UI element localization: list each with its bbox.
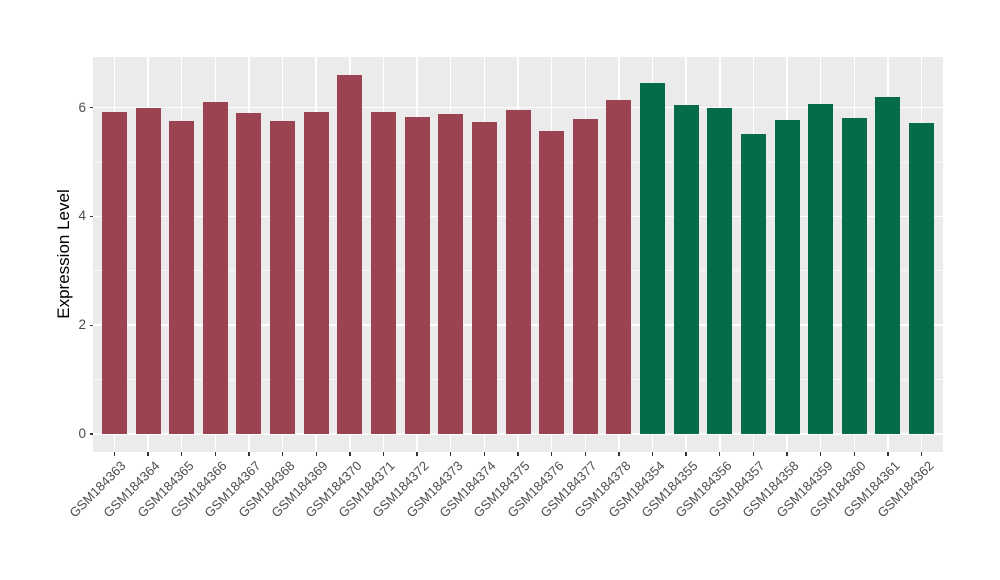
bar-GSM184367 bbox=[236, 113, 262, 435]
bar-GSM184356 bbox=[707, 107, 733, 435]
bar-GSM184364 bbox=[135, 107, 161, 435]
x-tick-mark bbox=[349, 452, 351, 456]
x-tick-mark bbox=[517, 452, 519, 456]
y-tick-label: 6 bbox=[78, 99, 86, 115]
bar-GSM184362 bbox=[909, 122, 935, 435]
y-tick-mark bbox=[90, 433, 93, 435]
bar-GSM184361 bbox=[875, 96, 901, 435]
bar-GSM184369 bbox=[303, 111, 329, 435]
plot-panel bbox=[93, 57, 943, 452]
x-tick-mark bbox=[550, 452, 553, 456]
bar-GSM184359 bbox=[808, 104, 834, 435]
bar-GSM184372 bbox=[404, 117, 430, 435]
bar-GSM184355 bbox=[673, 104, 699, 435]
bar-GSM184360 bbox=[841, 117, 867, 435]
y-tick-mark bbox=[90, 106, 93, 109]
bar-GSM184354 bbox=[640, 83, 666, 435]
bar-GSM184378 bbox=[606, 99, 632, 435]
bar-GSM184370 bbox=[337, 74, 363, 435]
bar-GSM184358 bbox=[774, 119, 800, 435]
x-tick-mark bbox=[685, 452, 687, 456]
x-tick-mark bbox=[214, 452, 216, 456]
bar-GSM184366 bbox=[202, 101, 228, 435]
x-tick-mark bbox=[382, 452, 385, 456]
y-tick-label: 4 bbox=[78, 208, 86, 224]
x-tick-mark bbox=[584, 452, 586, 456]
bar-GSM184376 bbox=[539, 130, 565, 435]
x-tick-mark bbox=[483, 452, 486, 456]
x-tick-mark bbox=[147, 452, 149, 456]
bar-GSM184357 bbox=[740, 134, 766, 435]
bar-GSM184368 bbox=[270, 120, 296, 435]
y-tick-mark bbox=[90, 215, 93, 218]
y-tick-label: 2 bbox=[78, 317, 86, 333]
bar-GSM184374 bbox=[471, 121, 497, 435]
y-tick-mark bbox=[90, 324, 93, 326]
bar-GSM184365 bbox=[169, 120, 195, 435]
x-tick-mark bbox=[651, 452, 654, 456]
x-tick-mark bbox=[719, 452, 721, 456]
x-tick-mark bbox=[853, 452, 856, 456]
y-tick-label: 0 bbox=[78, 426, 86, 442]
x-tick-mark bbox=[786, 452, 788, 456]
x-tick-mark bbox=[416, 452, 418, 456]
x-tick-mark bbox=[248, 452, 250, 456]
bar-GSM184375 bbox=[505, 110, 531, 435]
x-tick-mark bbox=[113, 452, 116, 456]
bar-GSM184363 bbox=[101, 111, 127, 435]
bar-GSM184371 bbox=[370, 112, 396, 435]
x-tick-mark bbox=[450, 452, 452, 456]
x-tick-mark bbox=[920, 452, 923, 456]
x-tick-mark bbox=[180, 452, 183, 456]
x-tick-mark bbox=[820, 452, 822, 456]
x-tick-mark bbox=[315, 452, 317, 456]
y-axis-title: Expression Level bbox=[54, 189, 73, 319]
x-tick-mark bbox=[752, 452, 755, 456]
x-tick-mark bbox=[281, 452, 284, 456]
bar-GSM184377 bbox=[572, 119, 598, 435]
bar-GSM184373 bbox=[438, 113, 464, 435]
x-tick-mark bbox=[887, 452, 889, 456]
x-tick-mark bbox=[618, 452, 620, 456]
